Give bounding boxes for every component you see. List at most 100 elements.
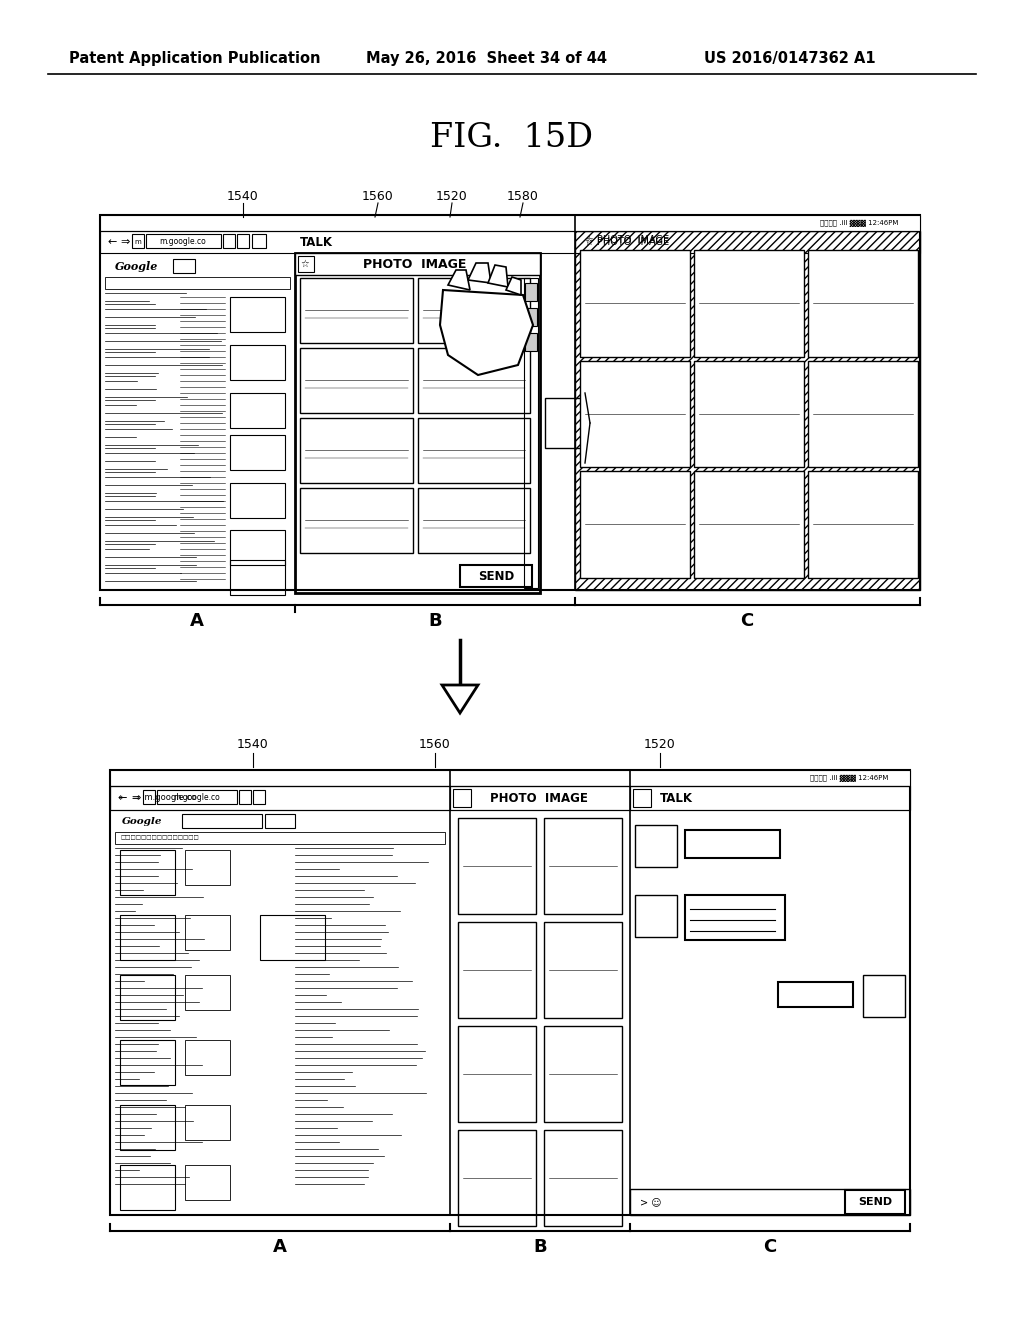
Text: 1520: 1520 — [436, 190, 468, 202]
Bar — [185, 975, 230, 1010]
Text: ←  ⇒  m.google.co: ← ⇒ m.google.co — [120, 793, 197, 803]
Text: Google: Google — [122, 817, 163, 826]
Text: FIG.  15D: FIG. 15D — [430, 121, 594, 154]
Bar — [295, 253, 540, 593]
Bar — [230, 393, 285, 428]
Bar — [100, 215, 920, 231]
Bar — [544, 921, 622, 1018]
Text: ☆ PHOTO  IMAGE: ☆ PHOTO IMAGE — [585, 235, 669, 246]
Text: TALK: TALK — [660, 792, 693, 804]
Bar — [120, 1040, 175, 1085]
Bar — [453, 789, 471, 807]
Text: B: B — [428, 612, 441, 630]
Bar — [230, 560, 285, 595]
Bar — [157, 789, 237, 804]
Text: ☆ PHOTO  IMAGE: ☆ PHOTO IMAGE — [585, 238, 669, 247]
Text: ⬜⬜⬜⬜ .ill ▓▓▓ 12:46PM: ⬜⬜⬜⬜ .ill ▓▓▓ 12:46PM — [820, 219, 898, 227]
Text: B: B — [534, 1238, 547, 1257]
Bar — [575, 231, 920, 590]
Bar — [120, 850, 175, 895]
Bar — [418, 418, 530, 483]
Polygon shape — [468, 263, 490, 282]
Bar — [458, 921, 536, 1018]
Bar — [458, 1026, 536, 1122]
Text: 1520: 1520 — [644, 738, 676, 751]
Bar — [110, 770, 910, 785]
Text: ⇒: ⇒ — [120, 238, 130, 247]
Bar — [230, 483, 285, 517]
Bar — [230, 436, 285, 470]
Bar — [120, 915, 175, 960]
Bar — [173, 259, 195, 273]
Text: ☆: ☆ — [301, 259, 309, 269]
Bar — [295, 253, 540, 275]
Text: A: A — [273, 1238, 287, 1257]
Bar — [120, 1105, 175, 1150]
Bar — [110, 785, 910, 810]
Bar — [685, 895, 785, 940]
Bar — [863, 975, 905, 1016]
Bar — [418, 279, 530, 343]
Bar — [778, 982, 853, 1007]
Bar — [110, 785, 450, 810]
Bar — [808, 360, 918, 467]
Bar — [100, 215, 920, 590]
Text: C: C — [740, 612, 754, 630]
Bar — [100, 231, 920, 253]
Text: m: m — [134, 239, 141, 246]
Bar — [545, 399, 590, 447]
Bar — [237, 234, 249, 248]
Bar — [300, 279, 413, 343]
Bar — [110, 770, 910, 1214]
Text: TALK: TALK — [300, 235, 333, 248]
Text: PHOTO  IMAGE: PHOTO IMAGE — [490, 792, 588, 804]
Bar — [185, 850, 230, 884]
Bar — [182, 814, 262, 828]
Text: m.google.co: m.google.co — [160, 238, 207, 247]
Text: C: C — [763, 1238, 776, 1257]
Text: 1580: 1580 — [507, 190, 539, 202]
Bar — [630, 1189, 910, 1214]
Bar — [185, 1105, 230, 1140]
Bar — [808, 249, 918, 356]
Bar — [253, 789, 265, 804]
Bar — [146, 234, 221, 248]
Bar — [230, 297, 285, 333]
Bar — [808, 471, 918, 578]
Bar — [300, 488, 413, 553]
Bar — [694, 249, 804, 356]
Text: PHOTO  IMAGE: PHOTO IMAGE — [364, 257, 467, 271]
Bar — [460, 565, 532, 587]
Text: m.google.co: m.google.co — [174, 793, 220, 803]
Bar — [223, 234, 234, 248]
Bar — [630, 785, 910, 810]
Text: ←: ← — [108, 238, 117, 247]
Bar — [143, 789, 155, 804]
Bar — [633, 789, 651, 807]
Bar — [635, 825, 677, 867]
Bar — [544, 818, 622, 913]
Bar — [580, 471, 690, 578]
Bar — [685, 830, 780, 858]
Text: ⇒: ⇒ — [131, 793, 140, 803]
Text: Patent Application Publication: Patent Application Publication — [70, 50, 321, 66]
Bar — [265, 814, 295, 828]
Polygon shape — [449, 271, 470, 290]
Bar — [252, 234, 266, 248]
Text: May 26, 2016  Sheet 34 of 44: May 26, 2016 Sheet 34 of 44 — [367, 50, 607, 66]
Bar — [230, 345, 285, 380]
Text: 1560: 1560 — [419, 738, 451, 751]
Bar — [580, 360, 690, 467]
Bar — [694, 471, 804, 578]
Text: ←: ← — [118, 793, 127, 803]
Polygon shape — [440, 290, 534, 375]
Bar — [694, 360, 804, 467]
Text: A: A — [190, 612, 204, 630]
Bar — [524, 279, 538, 587]
Bar — [230, 531, 285, 565]
Bar — [185, 915, 230, 950]
Bar — [525, 308, 537, 326]
Text: ⬜⬜⬜⬜ .ill ▓▓▓ 12:46PM: ⬜⬜⬜⬜ .ill ▓▓▓ 12:46PM — [810, 775, 889, 781]
Polygon shape — [442, 685, 478, 713]
Text: SEND: SEND — [478, 569, 514, 582]
